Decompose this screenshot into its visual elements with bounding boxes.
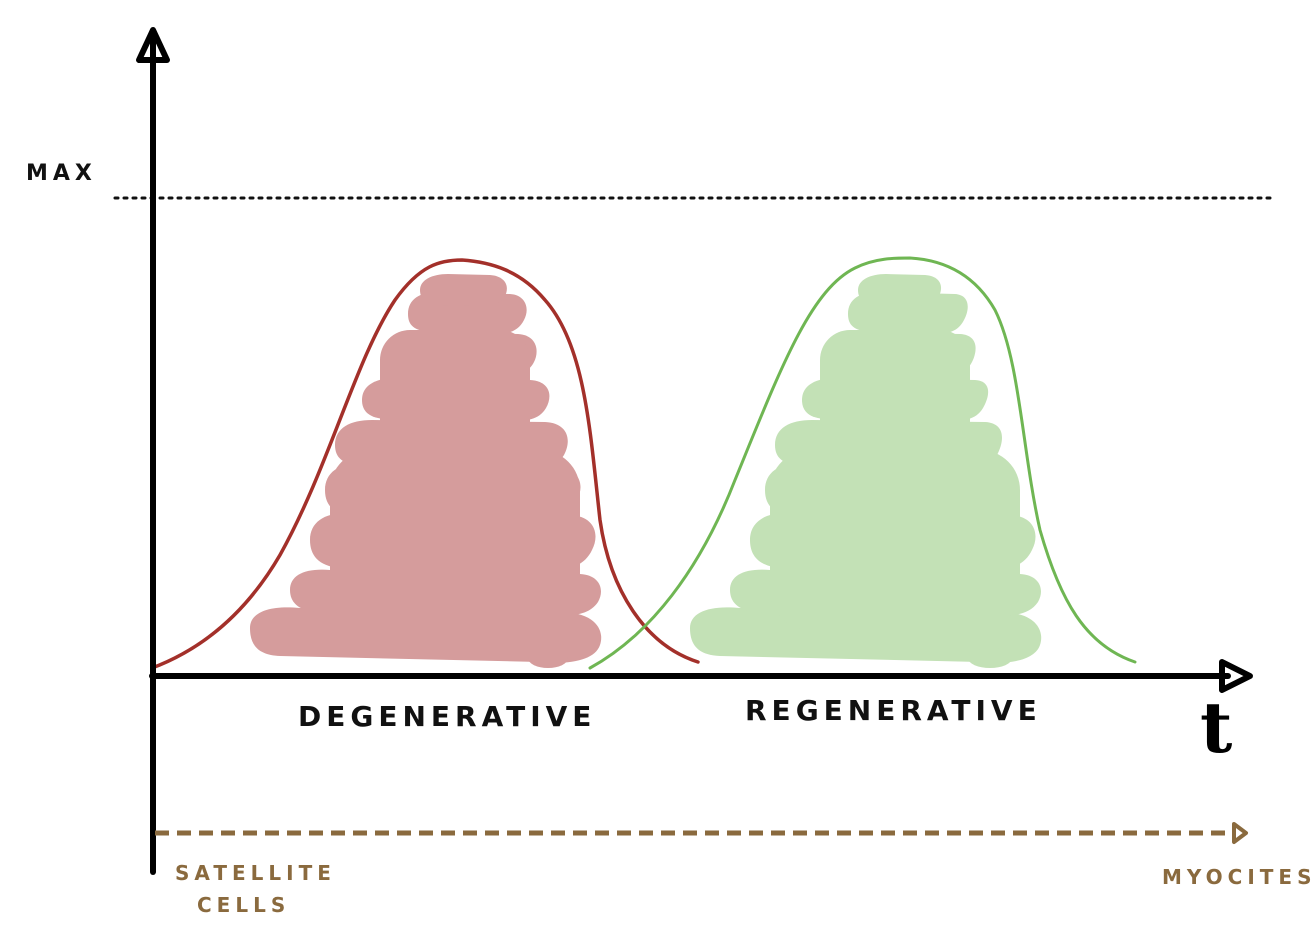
differentiation-arrowhead-icon [1232, 822, 1248, 844]
regenerative-curve [588, 256, 1137, 670]
regenerative-fill [690, 274, 1042, 668]
myocites-label: MYOCITES [1162, 865, 1312, 889]
max-label: MAX [26, 161, 97, 186]
x-axis-arrowhead-icon [1219, 659, 1253, 693]
phase-degenerative-label: DEGENERATIVE [298, 700, 596, 733]
y-axis-arrowhead-icon [136, 27, 170, 63]
phase-regenerative-label: REGENERATIVE [745, 694, 1042, 727]
satellite-cells-label-line1: SATELLITE [175, 861, 336, 885]
satellite-cells-label-line2: CELLS [197, 893, 290, 917]
time-axis-label: t [1200, 686, 1232, 769]
degenerative-curve [150, 258, 700, 670]
degenerative-fill [250, 274, 602, 668]
